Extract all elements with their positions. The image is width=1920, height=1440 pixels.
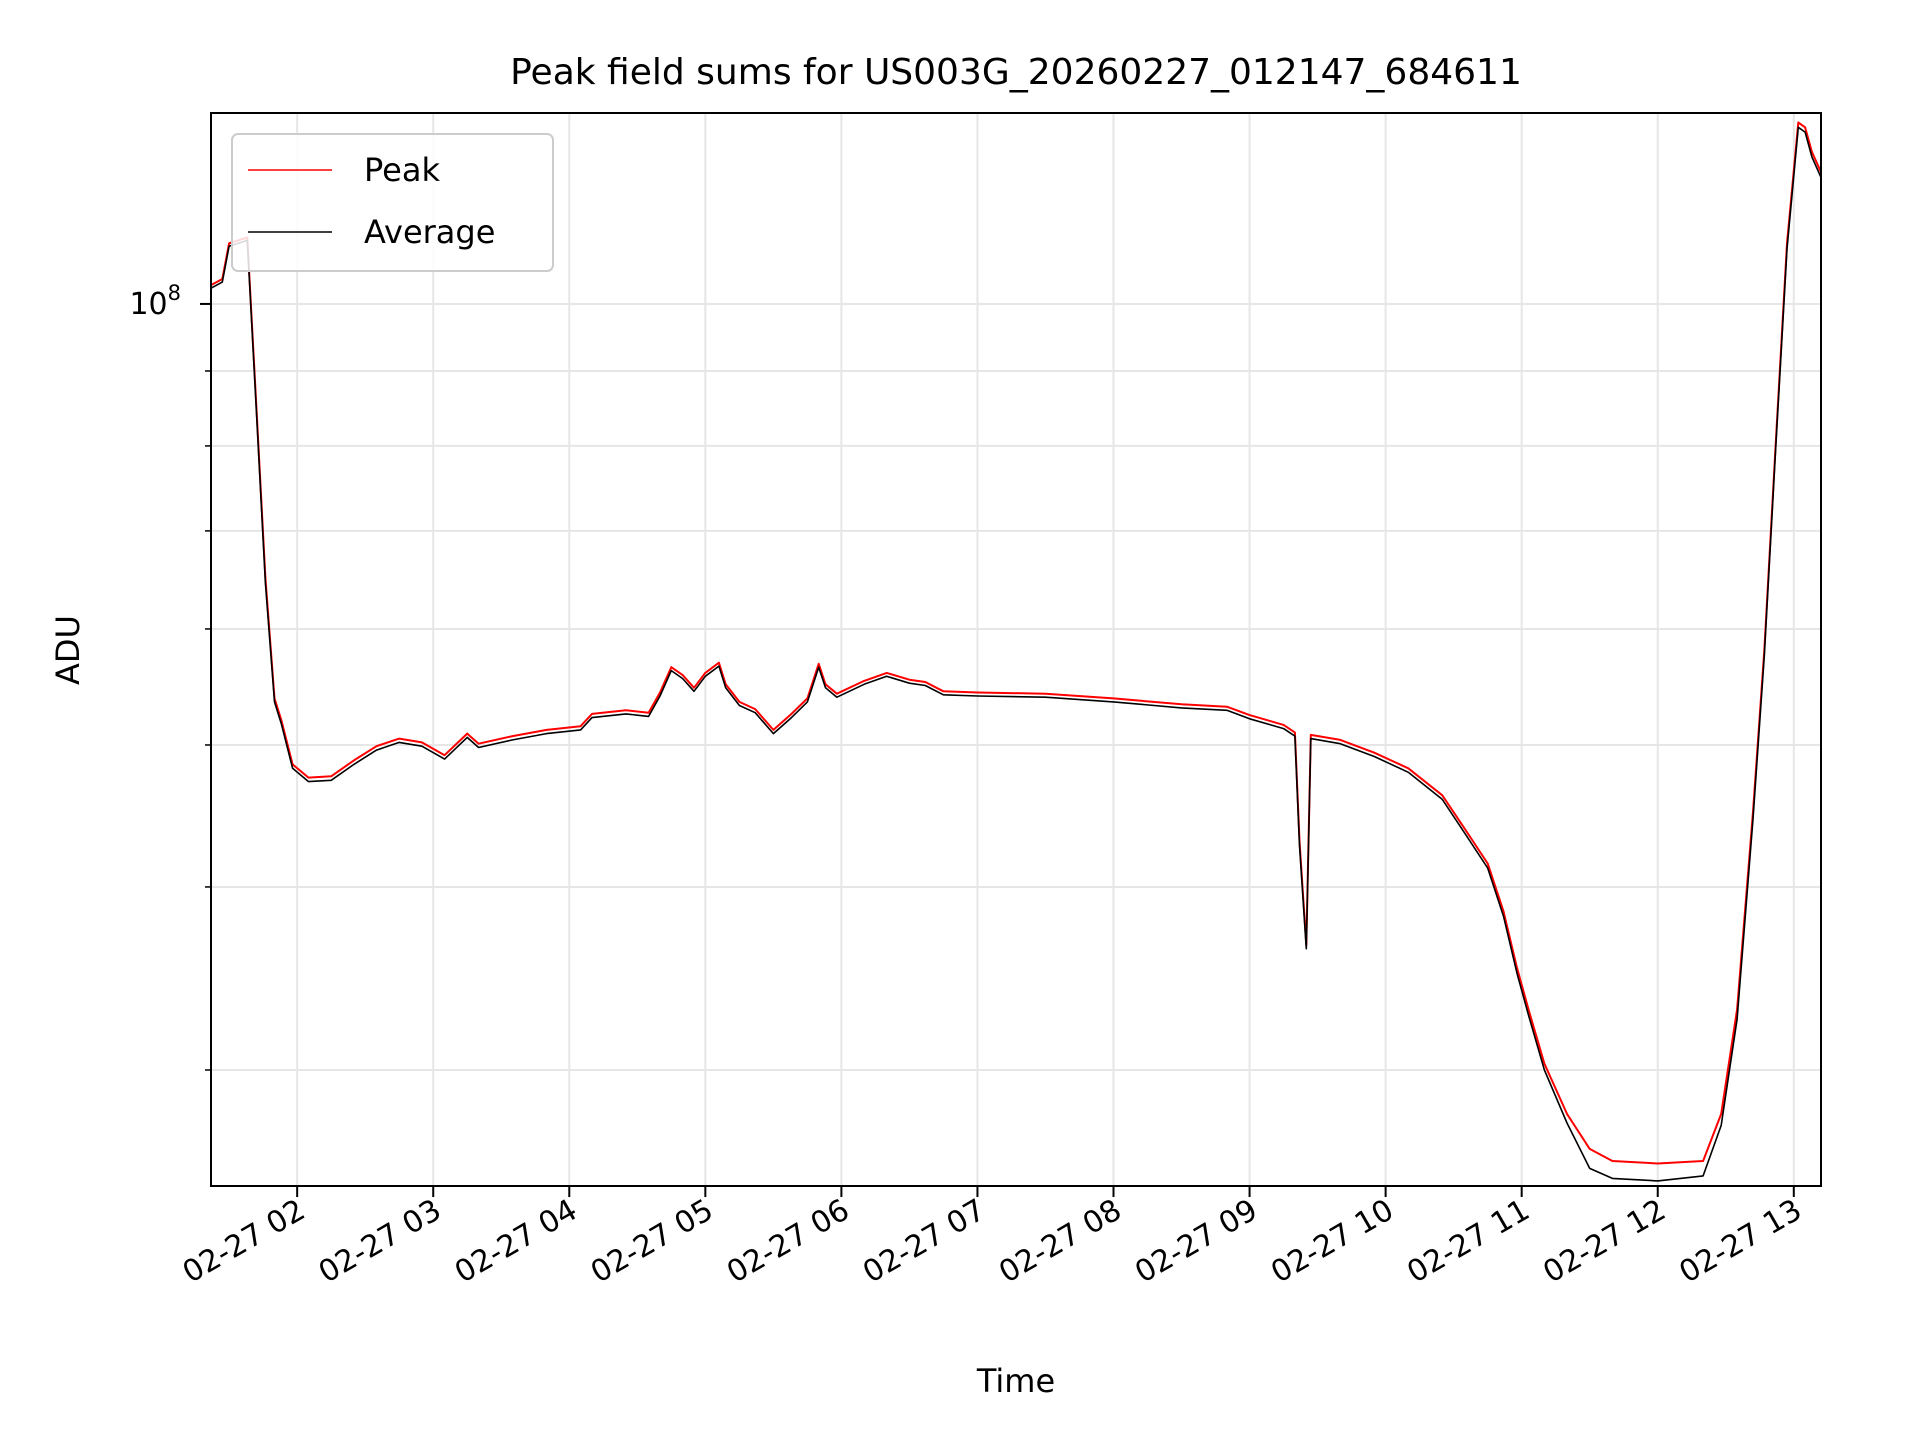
grid (211, 113, 1821, 1186)
series-line-average (210, 126, 1822, 1182)
chart-title: Peak field sums for US003G_20260227_0121… (510, 52, 1522, 93)
y-axis-label: ADU (49, 615, 87, 685)
y-tick-exponent: 8 (168, 281, 181, 305)
x-axis-label: Time (976, 1362, 1055, 1400)
legend: Peak Average (231, 133, 554, 272)
legend-label-average: Average (364, 213, 495, 251)
plot-frame (210, 112, 1822, 1187)
series-line-peak (210, 121, 1822, 1165)
series-lines (210, 121, 1822, 1182)
legend-label-peak: Peak (364, 151, 440, 189)
legend-box (231, 133, 554, 272)
